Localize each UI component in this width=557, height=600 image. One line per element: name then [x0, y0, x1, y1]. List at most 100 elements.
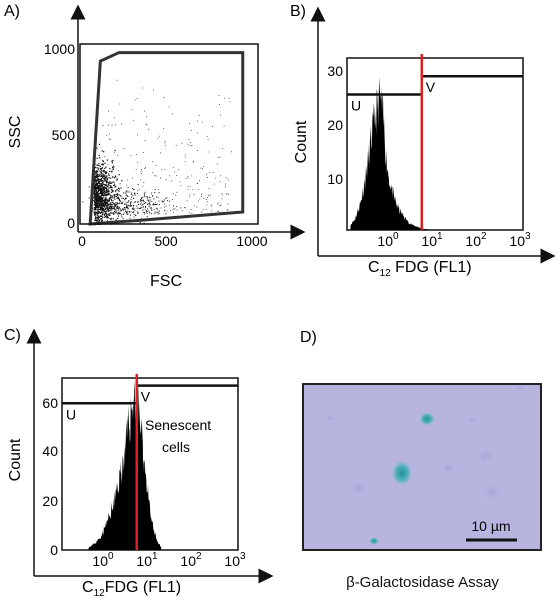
scatter-point	[95, 170, 97, 172]
scatter-point	[133, 204, 135, 206]
scatter-point	[207, 151, 209, 153]
scatter-point	[136, 193, 138, 195]
scatter-point	[98, 184, 101, 186]
scatter-point	[121, 198, 123, 199]
scatter-point	[105, 191, 107, 193]
scatter-point	[104, 179, 107, 181]
scatter-point	[108, 110, 109, 112]
scatter-point	[173, 208, 175, 210]
b-x-tick: 101	[421, 231, 443, 249]
scatter-point	[201, 196, 202, 198]
scatter-point	[94, 211, 96, 213]
scatter-point	[126, 179, 128, 181]
scatter-point	[95, 219, 97, 221]
scatter-point	[113, 197, 115, 199]
scatter-point	[95, 172, 98, 174]
a-x-tick-500: 500	[154, 233, 178, 249]
scatter-point	[137, 212, 139, 214]
scatter-point	[206, 204, 208, 206]
scatter-point	[98, 200, 100, 202]
scatter-point	[112, 181, 114, 183]
scatter-point	[104, 191, 106, 193]
scatter-point	[154, 203, 156, 205]
scatter-point	[140, 200, 142, 202]
scatter-point	[132, 195, 134, 196]
scatter-point	[119, 213, 121, 214]
scatter-point	[219, 181, 221, 182]
scatter-point	[228, 97, 230, 99]
scatter-point	[137, 184, 139, 186]
scatter-point	[109, 168, 111, 170]
scatter-point	[150, 207, 152, 208]
scatter-point	[130, 214, 131, 216]
scatter-point	[99, 203, 101, 205]
scatter-point	[96, 174, 98, 176]
scatter-point	[165, 213, 167, 215]
scatter-point	[96, 198, 98, 201]
panel-a-label: A)	[4, 3, 20, 20]
scatter-point	[101, 167, 104, 169]
scatter-point	[160, 177, 161, 179]
scatter-point	[121, 216, 123, 218]
scatter-point	[117, 201, 118, 203]
scatter-point	[126, 211, 127, 213]
scatter-point	[100, 171, 102, 174]
scatter-point	[99, 198, 101, 200]
scatter-point	[94, 198, 96, 200]
scatter-point	[109, 185, 112, 187]
scatter-point	[97, 192, 99, 194]
scatter-point	[116, 79, 118, 81]
scatter-point	[101, 180, 104, 182]
scatter-point	[113, 185, 115, 187]
scatter-point	[101, 218, 103, 220]
scatter-point	[158, 200, 160, 202]
scatter-point	[199, 198, 201, 200]
scatter-point	[136, 201, 138, 203]
scatter-point	[150, 208, 152, 210]
scatter-point	[113, 203, 115, 205]
scatter-point	[99, 185, 101, 188]
scatter-point	[112, 208, 114, 210]
scatter-point	[169, 175, 171, 177]
scatter-point	[206, 199, 207, 200]
scatter-point	[127, 187, 129, 189]
scatter-point	[115, 202, 117, 204]
scatter-point	[154, 209, 156, 211]
scatter-point	[155, 175, 157, 177]
blue-cell	[441, 462, 455, 474]
scatter-point	[98, 211, 100, 213]
scatter-point	[109, 181, 111, 183]
scatter-point	[166, 210, 168, 212]
scatter-point	[98, 178, 101, 180]
scatter-point	[107, 204, 109, 206]
scatter-point	[121, 210, 123, 212]
scatter-point	[131, 192, 133, 194]
scatter-point	[106, 198, 108, 200]
scatter-point	[104, 206, 105, 208]
scatter-point	[96, 201, 98, 203]
scatter-point	[220, 204, 222, 206]
scatter-point	[209, 172, 211, 173]
scatter-point	[96, 192, 98, 194]
scatter-point	[108, 206, 110, 208]
scatter-point	[136, 154, 138, 155]
scatter-point	[119, 195, 121, 197]
scatter-point	[113, 183, 115, 185]
scatter-point	[101, 170, 103, 172]
histogram-c: U V Senescent cells 0 20 40 60 100 101 102…	[7, 328, 274, 599]
scatter-point	[106, 209, 108, 211]
scatter-point	[155, 211, 157, 213]
scatter-point	[105, 171, 107, 173]
scatter-point	[123, 209, 124, 211]
scatter-point	[106, 217, 108, 219]
scatter-point	[124, 207, 126, 208]
scatter-point	[96, 193, 98, 195]
scatter-point	[130, 211, 132, 213]
scatter-point	[180, 185, 182, 186]
scatter-point	[107, 193, 109, 195]
scatter-point	[114, 151, 115, 153]
scatter-point	[105, 208, 107, 210]
scatter-point	[107, 164, 109, 166]
scatter-point	[104, 175, 106, 177]
scatter-point	[88, 186, 90, 188]
